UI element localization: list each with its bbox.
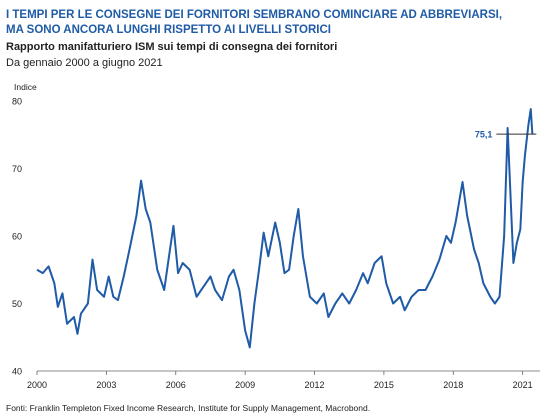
y-tick-label: 80 bbox=[12, 97, 22, 107]
x-tick-label: 2012 bbox=[305, 380, 325, 390]
period: Da gennaio 2000 a giugno 2021 bbox=[6, 57, 163, 69]
chart-subtitle: Rapporto manifatturiero ISM sui tempi di… bbox=[6, 41, 337, 53]
annotation-label: 75,1 bbox=[475, 130, 493, 140]
x-tick-label: 2006 bbox=[166, 380, 186, 390]
y-tick-label: 60 bbox=[12, 232, 22, 242]
x-tick-label: 2015 bbox=[374, 380, 394, 390]
y-axis-label: Indice bbox=[14, 82, 37, 92]
x-tick-label: 2018 bbox=[443, 380, 463, 390]
chart-title: MA SONO ANCORA LUNGHI RISPETTO AI LIVELL… bbox=[6, 24, 331, 36]
x-tick-label: 2009 bbox=[235, 380, 255, 390]
y-tick-label: 40 bbox=[12, 367, 22, 377]
chart-title: I TEMPI PER LE CONSEGNE DEI FORNITORI SE… bbox=[6, 9, 502, 21]
y-tick-label: 70 bbox=[12, 164, 22, 174]
x-tick-label: 2000 bbox=[27, 380, 47, 390]
x-tick-label: 2003 bbox=[96, 380, 116, 390]
y-tick-label: 50 bbox=[12, 299, 22, 309]
x-tick-label: 2021 bbox=[513, 380, 533, 390]
source: Fonti: Franklin Templeton Fixed Income R… bbox=[6, 403, 370, 413]
line bbox=[36, 108, 534, 349]
